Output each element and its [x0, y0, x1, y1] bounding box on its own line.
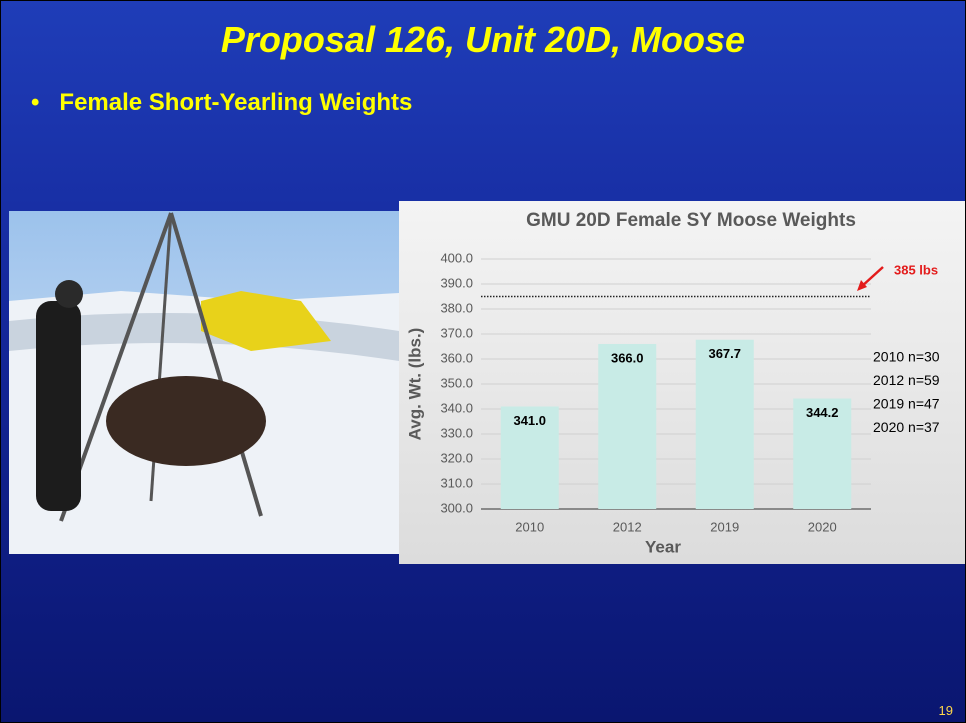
arrow-shaft [860, 266, 884, 288]
reference-label: 385 lbs [894, 262, 938, 277]
y-tick-label: 400.0 [440, 250, 473, 265]
chart-title: GMU 20D Female SY Moose Weights [526, 210, 856, 231]
x-tick-label: 2010 [515, 519, 544, 534]
y-tick-label: 300.0 [440, 500, 473, 515]
y-tick-label: 360.0 [440, 350, 473, 365]
chart-panel [399, 201, 965, 564]
bar [695, 339, 754, 509]
page-number: 19 [938, 703, 953, 718]
value-label: 367.7 [708, 346, 741, 361]
slide-title: Proposal 126, Unit 20D, Moose [220, 19, 746, 60]
value-label: 341.0 [513, 413, 546, 428]
sample-note: 2012 n=59 [873, 372, 940, 388]
y-tick-label: 370.0 [440, 325, 473, 340]
bar [793, 398, 852, 509]
sample-note: 2020 n=37 [873, 419, 940, 435]
y-axis-label: Avg. Wt. (lbs.) [405, 328, 424, 441]
x-tick-label: 2020 [808, 519, 837, 534]
y-tick-label: 350.0 [440, 375, 473, 390]
y-tick-label: 320.0 [440, 450, 473, 465]
y-tick-label: 390.0 [440, 275, 473, 290]
arrow-head [857, 280, 867, 291]
y-tick-label: 310.0 [440, 475, 473, 490]
x-tick-label: 2019 [710, 519, 739, 534]
bullet: • Female Short-Yearling Weights [31, 89, 413, 116]
value-label: 366.0 [611, 350, 644, 365]
sample-note: 2010 n=30 [873, 349, 940, 365]
value-label: 344.2 [806, 405, 839, 420]
bar [500, 406, 559, 509]
sample-note: 2019 n=47 [873, 396, 940, 412]
y-tick-label: 330.0 [440, 425, 473, 440]
bar [598, 344, 657, 509]
x-tick-label: 2012 [613, 519, 642, 534]
x-axis-label: Year [645, 537, 681, 556]
photo [9, 211, 399, 554]
bullet-text: Female Short-Yearling Weights [59, 89, 413, 116]
y-tick-label: 340.0 [440, 400, 473, 415]
y-tick-label: 380.0 [440, 300, 473, 315]
